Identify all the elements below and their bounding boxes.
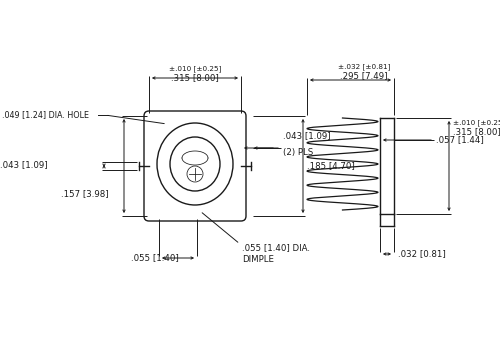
Text: ±.032 [±0.81]: ±.032 [±0.81] [338,63,390,70]
Text: ±.010 [±0.25]: ±.010 [±0.25] [169,65,221,72]
Text: .295 [7.49]: .295 [7.49] [340,71,388,80]
Text: .057 [1.44]: .057 [1.44] [436,136,484,145]
Text: .185 [4.70]: .185 [4.70] [307,162,355,170]
Text: .055 [1.40]: .055 [1.40] [131,254,179,263]
Text: .157 [3.98]: .157 [3.98] [62,190,109,198]
Text: (2) PLS: (2) PLS [283,147,313,156]
Text: .043 [1.09]: .043 [1.09] [0,161,48,169]
Text: DIMPLE: DIMPLE [242,255,274,264]
Text: .315 [8.00]: .315 [8.00] [171,73,219,82]
Text: .043 [1.09]: .043 [1.09] [283,131,331,141]
Text: ±.010 [±0.25]: ±.010 [±0.25] [453,119,500,126]
Ellipse shape [157,123,233,205]
FancyBboxPatch shape [144,111,246,221]
Text: .055 [1.40] DIA.: .055 [1.40] DIA. [242,243,310,252]
Text: .315 [8.00]: .315 [8.00] [453,127,500,136]
Text: .032 [0.81]: .032 [0.81] [398,249,446,259]
Text: .049 [1.24] DIA. HOLE: .049 [1.24] DIA. HOLE [2,111,89,120]
Ellipse shape [170,137,220,191]
